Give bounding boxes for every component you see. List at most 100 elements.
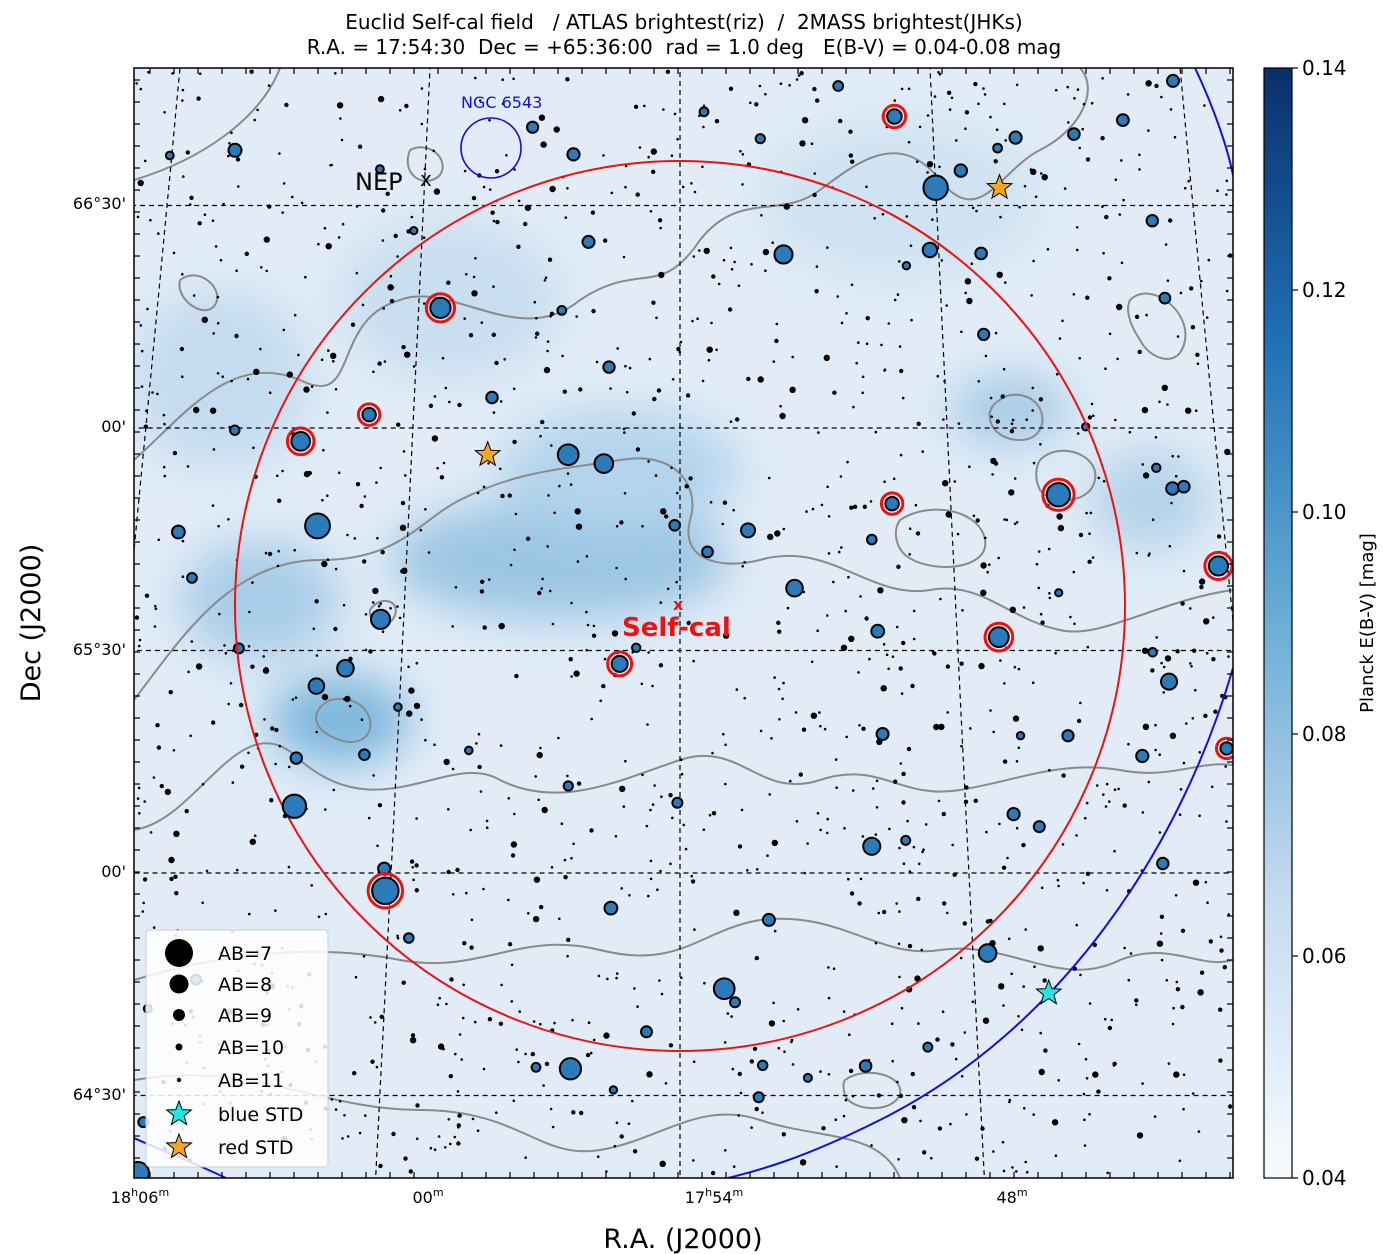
bright-star-ring: [366, 872, 405, 910]
extinction-patch: [134, 290, 310, 470]
faint-star: [510, 853, 516, 858]
faint-star: [1048, 768, 1051, 772]
faint-star: [211, 219, 215, 222]
faint-star: [389, 274, 393, 278]
faint-star: [153, 625, 157, 628]
faint-star: [678, 350, 682, 354]
extinction-contour: [134, 457, 1233, 701]
faint-star: [657, 218, 663, 223]
faint-star: [1105, 782, 1109, 786]
faint-star: [539, 746, 542, 750]
faint-star: [1056, 513, 1063, 520]
medium-star: [729, 996, 741, 1009]
faint-star: [729, 420, 733, 424]
faint-star: [337, 236, 341, 239]
faint-star: [760, 214, 763, 217]
faint-star: [1212, 616, 1215, 619]
faint-star: [964, 278, 972, 285]
faint-star: [771, 241, 774, 244]
faint-star: [641, 773, 644, 777]
faint-star: [1024, 928, 1027, 931]
faint-star: [327, 349, 330, 352]
faint-star: [1010, 422, 1014, 426]
faint-star: [1189, 607, 1192, 610]
faint-star: [389, 607, 392, 610]
faint-star: [799, 71, 804, 76]
standard-stars: [473, 173, 1063, 1005]
faint-star: [221, 375, 224, 379]
faint-star: [945, 304, 948, 307]
faint-star: [988, 563, 991, 566]
faint-star: [1072, 293, 1076, 296]
faint-star: [244, 251, 249, 256]
faint-star: [149, 831, 153, 834]
faint-star: [895, 625, 899, 629]
faint-star: [1165, 979, 1169, 982]
faint-star: [905, 215, 909, 218]
faint-star: [752, 1046, 758, 1052]
faint-star: [1142, 472, 1150, 479]
faint-star: [668, 793, 673, 798]
faint-star: [447, 1118, 451, 1121]
faint-star: [724, 782, 727, 786]
faint-star: [381, 239, 385, 242]
faint-star: [512, 387, 516, 391]
bright-star-ring: [1214, 736, 1233, 761]
y-tick-labels: 66°30'00'65°30'00'64°30': [73, 194, 126, 1104]
faint-star: [329, 164, 332, 167]
faint-star: [297, 353, 300, 357]
faint-star: [964, 291, 967, 295]
faint-star: [795, 820, 799, 823]
faint-star: [964, 127, 967, 130]
medium-star: [1006, 807, 1021, 822]
faint-star: [1136, 1132, 1144, 1139]
faint-star: [408, 687, 415, 694]
medium-star: [668, 519, 682, 532]
faint-star: [615, 976, 618, 980]
faint-star: [791, 355, 794, 359]
faint-star: [172, 450, 178, 456]
faint-star: [845, 312, 848, 315]
faint-star: [443, 758, 450, 766]
faint-star: [557, 736, 560, 740]
faint-star: [727, 307, 733, 312]
faint-star: [1006, 856, 1009, 860]
faint-star: [293, 548, 297, 552]
faint-star: [495, 219, 500, 225]
bright-star: [369, 608, 392, 630]
faint-star: [551, 622, 555, 626]
faint-star: [379, 1014, 384, 1019]
faint-star: [462, 941, 467, 946]
faint-star: [891, 655, 895, 658]
faint-star: [603, 238, 608, 243]
faint-star: [433, 188, 441, 195]
faint-star: [1198, 578, 1206, 585]
faint-star: [550, 444, 553, 447]
faint-star: [1012, 715, 1020, 722]
bright-star: [134, 1161, 150, 1178]
faint-star: [901, 771, 906, 777]
faint-star: [562, 389, 567, 394]
faint-star: [954, 1057, 958, 1061]
faint-star: [499, 467, 502, 471]
faint-star: [1166, 279, 1170, 283]
faint-star: [737, 1114, 740, 1117]
x-tick-labels: 18h06m 00m 17h54m 48m: [111, 1186, 1028, 1207]
faint-star: [235, 269, 238, 273]
faint-star: [524, 1052, 527, 1056]
faint-star: [517, 199, 521, 203]
faint-star: [451, 893, 455, 896]
faint-star: [498, 622, 505, 630]
faint-star: [777, 629, 782, 634]
faint-star: [1092, 1071, 1099, 1078]
faint-star: [246, 377, 250, 381]
faint-star: [360, 718, 364, 721]
faint-star: [415, 661, 419, 665]
faint-star: [445, 1002, 448, 1006]
faint-star: [469, 945, 474, 950]
faint-star: [1032, 1113, 1035, 1116]
faint-star: [1000, 394, 1005, 399]
faint-star: [896, 1080, 899, 1084]
faint-star: [424, 738, 427, 742]
faint-star: [391, 1131, 396, 1137]
